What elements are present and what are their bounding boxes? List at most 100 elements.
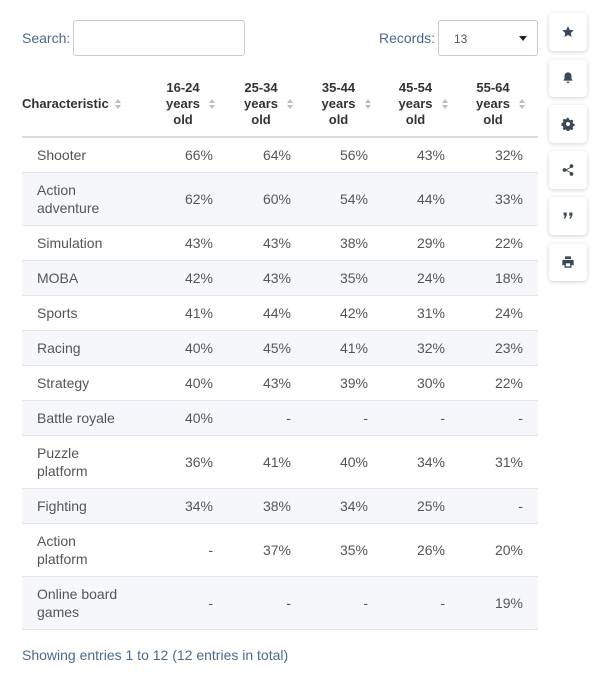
row-value: - (460, 488, 538, 524)
sort-icon[interactable] (519, 99, 525, 109)
table-row: Action adventure 62% 60% 54% 44% 33% (22, 172, 538, 226)
table-row: Shooter 66% 64% 56% 43% 32% (22, 137, 538, 173)
row-value: 43% (228, 365, 306, 401)
sort-icon[interactable] (114, 99, 121, 109)
table-row: Simulation 43% 43% 38% 29% 22% (22, 225, 538, 261)
column-header-age-5[interactable]: 55-64 years old (460, 72, 538, 138)
row-value: 22% (460, 225, 538, 261)
sort-icon[interactable] (441, 99, 448, 109)
row-characteristic: Action adventure (22, 172, 150, 226)
row-value: - (460, 400, 538, 436)
row-value: - (150, 523, 228, 577)
column-header-label: 35-44 years old (321, 80, 356, 127)
settings-button[interactable] (549, 105, 587, 143)
column-header-age-2[interactable]: 25-34 years old (228, 72, 306, 138)
column-header-label: 25-34 years old (244, 80, 278, 127)
records-label: Records: (379, 30, 436, 46)
print-icon (561, 255, 575, 269)
row-value: 40% (150, 365, 228, 401)
row-value: - (306, 576, 383, 630)
share-button[interactable] (549, 151, 587, 189)
row-characteristic: MOBA (22, 260, 150, 296)
row-characteristic: Fighting (22, 488, 150, 524)
table-row: Strategy 40% 43% 39% 30% 22% (22, 365, 538, 401)
row-value: 32% (383, 330, 460, 366)
row-value: 56% (306, 137, 383, 173)
row-value: 54% (306, 172, 383, 226)
gear-icon (561, 117, 575, 131)
search-label: Search: (22, 30, 71, 46)
cite-button[interactable] (549, 197, 587, 235)
caret-down-icon (519, 36, 527, 41)
row-characteristic: Shooter (22, 137, 150, 173)
row-value: 42% (150, 260, 228, 296)
column-header-content: 16-24 years old (163, 80, 215, 128)
row-characteristic: Battle royale (22, 400, 150, 436)
row-value: 29% (383, 225, 460, 261)
table-row: Sports 41% 44% 42% 31% 24% (22, 295, 538, 331)
table-row: MOBA 42% 43% 35% 24% 18% (22, 260, 538, 296)
row-value: 32% (460, 137, 538, 173)
row-value: 20% (460, 523, 538, 577)
print-button[interactable] (549, 243, 587, 281)
column-header-label: 45-54 years old (398, 80, 433, 127)
row-value: 34% (150, 488, 228, 524)
records-select[interactable]: 13 (438, 20, 538, 56)
table-header-row: Characteristic 16-24 years old 25-34 years… (22, 72, 538, 138)
row-value: 19% (460, 576, 538, 630)
row-value: 64% (228, 137, 306, 173)
row-value: 34% (383, 435, 460, 489)
search-input[interactable] (73, 20, 245, 56)
column-header-label: Characteristic (22, 96, 109, 111)
column-header-content: 35-44 years old (319, 80, 371, 128)
data-table: Characteristic 16-24 years old 25-34 years… (22, 72, 538, 630)
column-header-characteristic[interactable]: Characteristic (22, 72, 150, 138)
row-value: 40% (306, 435, 383, 489)
favorite-button[interactable] (549, 13, 587, 51)
row-characteristic: Online board games (22, 576, 150, 630)
row-characteristic: Simulation (22, 225, 150, 261)
table-row: Fighting 34% 38% 34% 25% - (22, 488, 538, 524)
column-header-age-1[interactable]: 16-24 years old (150, 72, 228, 138)
column-header-age-4[interactable]: 45-54 years old (383, 72, 460, 138)
sort-icon[interactable] (364, 99, 371, 109)
row-value: 22% (460, 365, 538, 401)
column-header-content: 55-64 years old (473, 80, 525, 128)
row-value: 37% (228, 523, 306, 577)
row-value: 40% (150, 400, 228, 436)
quote-icon (561, 209, 575, 223)
row-value: - (306, 400, 383, 436)
row-value: 43% (150, 225, 228, 261)
star-icon (561, 25, 575, 39)
row-value: - (228, 400, 306, 436)
row-value: 41% (306, 330, 383, 366)
row-value: 31% (383, 295, 460, 331)
row-value: 36% (150, 435, 228, 489)
records-value: 13 (454, 32, 468, 46)
column-header-content: 25-34 years old (241, 80, 293, 128)
row-value: - (383, 576, 460, 630)
sort-icon[interactable] (287, 99, 293, 109)
notify-button[interactable] (549, 59, 587, 97)
row-characteristic: Puzzle platform (22, 435, 150, 489)
row-characteristic: Action platform (22, 523, 150, 577)
row-value: 38% (306, 225, 383, 261)
row-value: 40% (150, 330, 228, 366)
row-characteristic: Sports (22, 295, 150, 331)
row-value: 43% (383, 137, 460, 173)
row-value: 44% (383, 172, 460, 226)
column-header-age-3[interactable]: 35-44 years old (306, 72, 383, 138)
row-value: 45% (228, 330, 306, 366)
row-value: 35% (306, 523, 383, 577)
sort-icon[interactable] (209, 99, 215, 109)
row-value: 26% (383, 523, 460, 577)
table-row: Online board games - - - -19% (22, 576, 538, 630)
row-value: 62% (150, 172, 228, 226)
row-value: 38% (228, 488, 306, 524)
row-value: 60% (228, 172, 306, 226)
row-value: 35% (306, 260, 383, 296)
row-value: 39% (306, 365, 383, 401)
row-value: 18% (460, 260, 538, 296)
column-header-label: 16-24 years old (166, 80, 200, 127)
row-value: 42% (306, 295, 383, 331)
